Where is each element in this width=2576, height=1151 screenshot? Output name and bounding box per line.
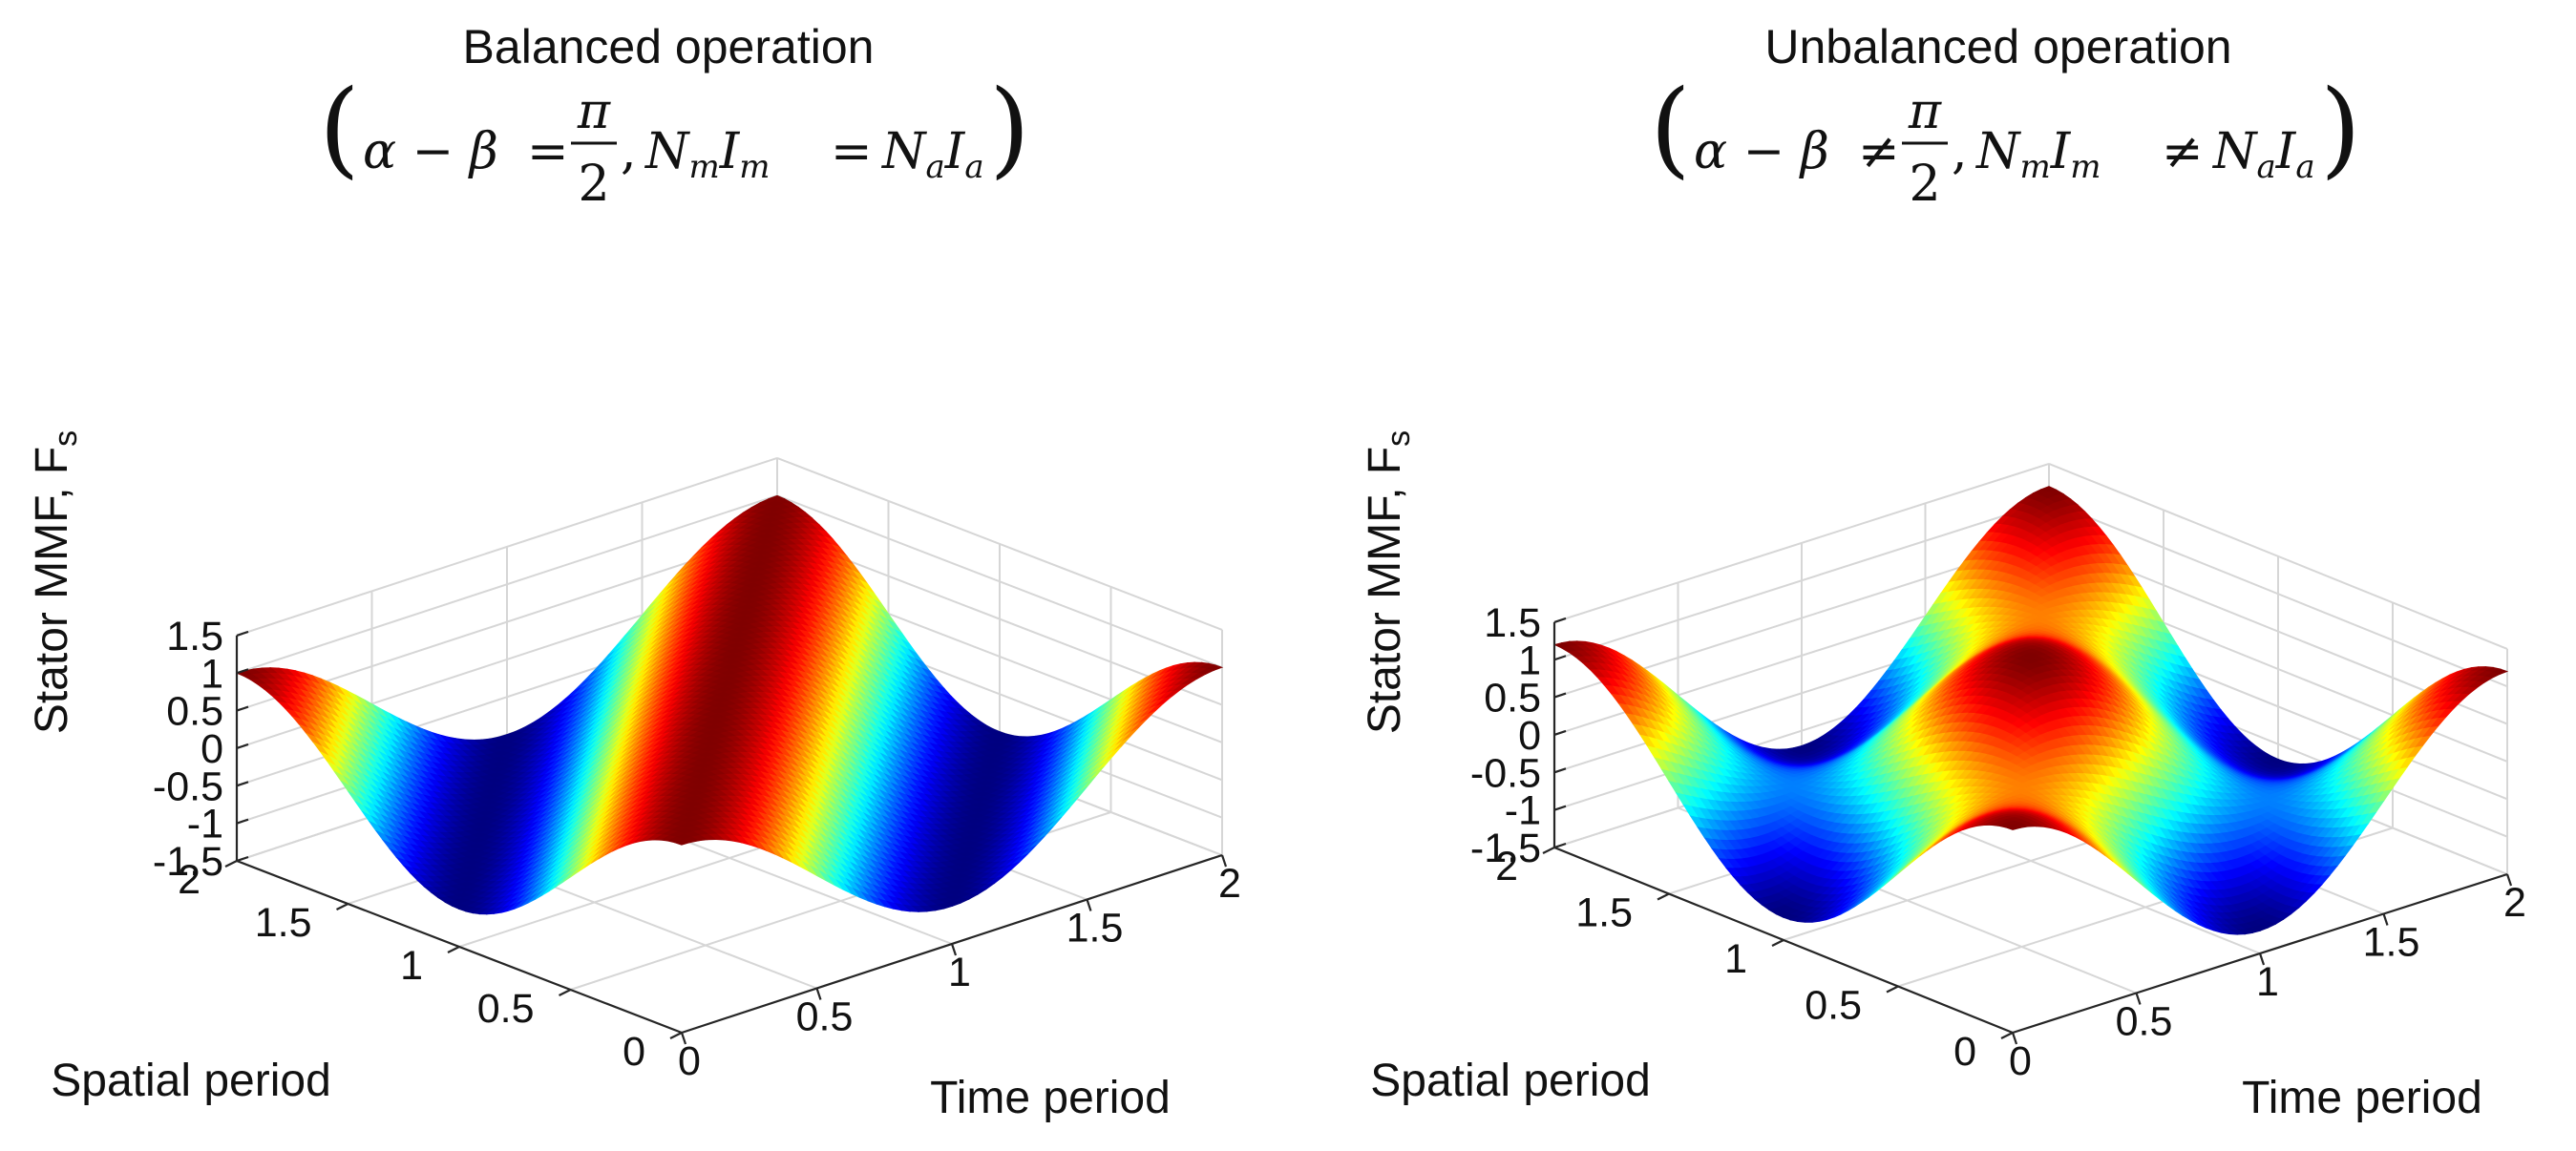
axis-titles: Stator MMF, Fs Spatial period Time period	[1360, 430, 2482, 1123]
paren-close: )	[2320, 67, 2361, 189]
y-tick-label: 0	[1953, 1029, 1976, 1075]
unbalanced-condition: ( α − β ≠ π 2 , NmIm ≠ NaIa )	[1650, 67, 2361, 213]
y-tick-label: 1	[400, 943, 423, 989]
unbalanced-surface-plot: Unbalanced operation ( α − β ≠ π 2 , NmI…	[1360, 20, 2526, 1123]
z-tick-label: 0	[201, 726, 223, 772]
z-tick-label: 1.5	[1484, 600, 1541, 646]
unbalanced-axes: 00.511.5200.511.52-1.5-1-0.500.511.5Stat…	[1360, 430, 2526, 1123]
z-tick-label: 1	[1518, 638, 1541, 683]
axis-titles: Stator MMF, Fs Spatial period Time period	[27, 430, 1171, 1123]
x-tick-label: 1	[948, 950, 971, 995]
paren-open: (	[1650, 67, 1691, 189]
paren-close: )	[989, 67, 1030, 189]
mmf-surface	[1552, 486, 2509, 935]
x-tick-label: 2	[1218, 861, 1241, 907]
relation-symbol: =	[527, 123, 569, 180]
z-tick-label: -1.5	[1470, 826, 1541, 871]
comma: ,	[621, 123, 637, 180]
mmf-right-term: NaIa	[880, 123, 984, 186]
y-axis-title: Spatial period	[51, 1056, 331, 1106]
z-tick-label: -0.5	[1470, 750, 1541, 796]
z-tick-label: 1.5	[166, 614, 223, 659]
z-tick-label: 0.5	[1484, 676, 1541, 722]
balanced-title: Balanced operation	[463, 20, 875, 73]
balanced-condition: ( α − β = π 2 , NmIm = NaIa )	[319, 67, 1030, 213]
relation-symbol: ≠	[1858, 123, 1900, 180]
balanced-axes: 00.511.5200.511.52-1.5-1-0.500.511.5Stat…	[27, 430, 1241, 1123]
mmf-right-term: NaIa	[2211, 123, 2315, 186]
pi-numerator: π	[1908, 83, 1942, 140]
balanced-surface-plot: Balanced operation ( α − β = π 2 , NmIm …	[27, 20, 1241, 1123]
z-tick-label: -1	[187, 802, 223, 848]
y-tick-label: 1.5	[1575, 890, 1633, 936]
y-tick-label: 0.5	[1805, 983, 1862, 1029]
y-tick-label: 2	[178, 857, 201, 903]
z-tick-label: -1	[1505, 788, 1541, 834]
x-axis-title: Time period	[2242, 1073, 2482, 1123]
mmf-left-term: NmIm	[644, 123, 771, 186]
x-tick-label: 0	[2009, 1038, 2032, 1084]
x-axis-title: Time period	[930, 1073, 1171, 1123]
y-tick-label: 0	[623, 1029, 645, 1075]
y-tick-label: 1.5	[255, 900, 312, 946]
z-tick-label: 0.5	[166, 689, 223, 735]
z-tick-label: 1	[201, 651, 223, 697]
y-tick-label: 2	[1495, 844, 1518, 889]
mmf-surface	[235, 494, 1224, 915]
y-axis-title: Spatial period	[1370, 1056, 1651, 1106]
y-tick-label: 1	[1724, 936, 1747, 982]
z-tick-label: 0	[1518, 713, 1541, 759]
x-tick-label: 2	[2503, 880, 2526, 926]
mmf-relation-symbol: ≠	[2162, 123, 2204, 180]
comma: ,	[1952, 123, 1968, 180]
z-axis-title: Stator MMF, Fs	[1360, 430, 1417, 734]
alpha-minus-beta: α − β	[363, 123, 498, 180]
unbalanced-title: Unbalanced operation	[1764, 20, 2231, 73]
x-tick-label: 1	[2256, 959, 2279, 1005]
x-tick-label: 0.5	[796, 994, 854, 1040]
x-tick-label: 0.5	[2116, 999, 2173, 1045]
z-tick-label: -1.5	[153, 839, 223, 885]
pi-denominator: 2	[578, 156, 609, 213]
mmf-relation-symbol: =	[831, 123, 873, 180]
z-axis-title: Stator MMF, Fs	[27, 430, 84, 734]
pi-numerator: π	[577, 83, 611, 140]
pi-denominator: 2	[1909, 156, 1940, 213]
paren-open: (	[319, 67, 360, 189]
z-tick-label: -0.5	[153, 764, 223, 809]
x-tick-label: 1.5	[2363, 920, 2420, 966]
y-tick-label: 0.5	[477, 986, 535, 1032]
x-tick-label: 1.5	[1066, 906, 1124, 952]
mmf-left-term: NmIm	[1974, 123, 2101, 186]
x-tick-label: 0	[678, 1038, 701, 1084]
alpha-minus-beta: α − β	[1694, 123, 1829, 180]
